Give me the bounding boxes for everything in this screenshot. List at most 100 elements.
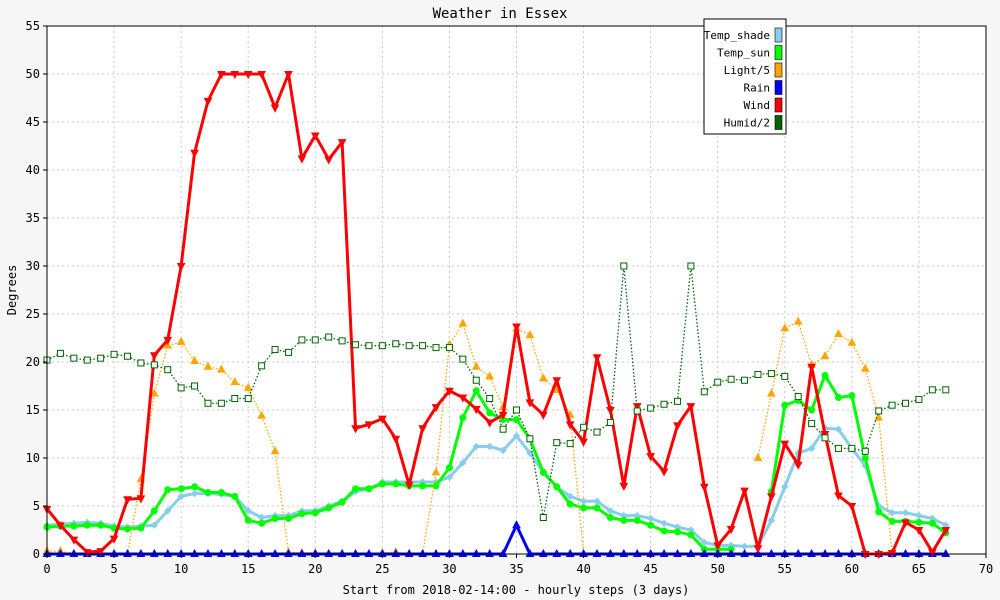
data-point-rain xyxy=(592,548,602,557)
data-point-temp-sun xyxy=(593,504,601,512)
data-point-wind xyxy=(56,522,65,531)
data-point-wind xyxy=(565,421,575,430)
y-tick-label: 30 xyxy=(26,259,40,273)
data-point-temp-shade xyxy=(901,509,910,517)
data-point-temp-shade xyxy=(150,521,159,529)
data-point-wind xyxy=(284,71,293,80)
data-point-rain xyxy=(69,548,79,557)
data-point-temp-shade xyxy=(767,516,776,525)
data-point-rain xyxy=(619,548,629,557)
data-point-temp-sun xyxy=(164,486,172,494)
data-point-rain xyxy=(820,548,830,557)
x-tick-label: 45 xyxy=(643,562,657,576)
data-point-wind xyxy=(378,415,387,424)
data-point-temp-sun xyxy=(781,401,789,409)
data-point-light-5 xyxy=(230,377,240,386)
data-point-temp-shade xyxy=(445,473,454,481)
data-point-wind xyxy=(928,549,937,558)
x-tick-label: 50 xyxy=(710,562,724,576)
x-tick-label: 30 xyxy=(442,562,456,576)
data-point-temp-shade xyxy=(781,483,789,491)
data-point-temp-sun xyxy=(258,519,266,527)
data-point-humid-2 xyxy=(754,370,762,378)
y-tick-label: 25 xyxy=(26,307,40,321)
data-point-humid-2 xyxy=(70,354,78,362)
data-point-temp-sun xyxy=(580,504,588,512)
data-point-rain xyxy=(726,548,736,557)
legend-box xyxy=(703,18,787,135)
data-point-rain xyxy=(297,548,307,557)
data-point-rain xyxy=(807,548,816,557)
data-point-rain xyxy=(552,548,562,557)
series-humid-2 xyxy=(43,262,950,522)
x-tick-label: 0 xyxy=(43,562,50,576)
data-point-humid-2 xyxy=(928,386,936,394)
data-point-rain xyxy=(270,548,280,557)
data-point-temp-shade xyxy=(485,442,494,451)
data-point-temp-sun xyxy=(177,485,185,493)
y-tick-label: 5 xyxy=(33,499,40,513)
y-tick-label: 20 xyxy=(26,355,40,369)
data-point-rain xyxy=(485,548,495,557)
legend-label-temp-sun: Temp_sun xyxy=(717,47,770,60)
data-point-humid-2 xyxy=(204,399,212,407)
data-point-temp-sun xyxy=(150,507,158,515)
data-point-humid-2 xyxy=(781,372,789,380)
data-point-wind xyxy=(941,527,951,536)
data-point-light-5 xyxy=(243,382,253,391)
data-point-rain xyxy=(230,548,240,557)
data-point-temp-sun xyxy=(647,521,655,529)
data-point-humid-2 xyxy=(177,384,185,392)
data-point-wind xyxy=(418,425,427,434)
data-point-humid-2 xyxy=(271,346,279,354)
data-point-rain xyxy=(901,548,910,557)
data-point-rain xyxy=(458,548,468,557)
data-point-humid-2 xyxy=(298,336,306,344)
data-point-light-5 xyxy=(538,373,548,382)
data-point-humid-2 xyxy=(419,342,427,350)
data-point-wind xyxy=(337,139,347,148)
data-point-light-5 xyxy=(257,410,266,419)
data-point-wind xyxy=(699,483,709,492)
series-wind xyxy=(42,71,951,560)
data-point-rain xyxy=(136,548,146,557)
legend-swatch-temp-shade xyxy=(774,27,783,43)
data-point-light-5 xyxy=(203,361,213,370)
data-point-temp-shade xyxy=(164,507,172,515)
data-point-humid-2 xyxy=(902,399,910,407)
data-point-wind xyxy=(874,551,884,560)
data-point-wind xyxy=(149,352,159,361)
y-tick-label: 40 xyxy=(26,163,40,177)
data-point-rain xyxy=(941,548,951,557)
data-point-light-5 xyxy=(834,329,843,338)
data-point-temp-sun xyxy=(513,416,520,424)
data-point-wind xyxy=(163,336,173,345)
data-point-light-5 xyxy=(820,351,830,360)
data-point-humid-2 xyxy=(660,400,668,408)
data-point-rain xyxy=(284,548,293,557)
data-point-light-5 xyxy=(753,452,763,461)
data-point-wind xyxy=(257,71,266,80)
data-point-wind xyxy=(123,496,132,505)
data-point-light-5 xyxy=(149,388,159,397)
data-point-light-5 xyxy=(525,330,535,339)
data-point-humid-2 xyxy=(875,407,883,415)
data-point-wind xyxy=(847,503,857,512)
data-point-wind xyxy=(793,461,803,470)
y-tick-label: 35 xyxy=(26,211,40,225)
data-point-temp-sun xyxy=(486,409,494,417)
data-point-wind xyxy=(364,421,374,430)
legend-label-wind: Wind xyxy=(744,99,771,112)
data-point-rain xyxy=(257,548,266,557)
data-point-wind xyxy=(713,542,723,551)
data-point-wind xyxy=(310,132,320,141)
data-point-rain xyxy=(418,548,427,557)
data-point-rain xyxy=(498,548,508,557)
data-point-rain xyxy=(538,548,548,557)
data-point-humid-2 xyxy=(325,333,333,341)
data-point-humid-2 xyxy=(217,399,225,407)
y-axis-label: Degrees xyxy=(5,265,19,316)
data-point-humid-2 xyxy=(741,376,749,384)
y-tick-label: 45 xyxy=(26,115,40,129)
